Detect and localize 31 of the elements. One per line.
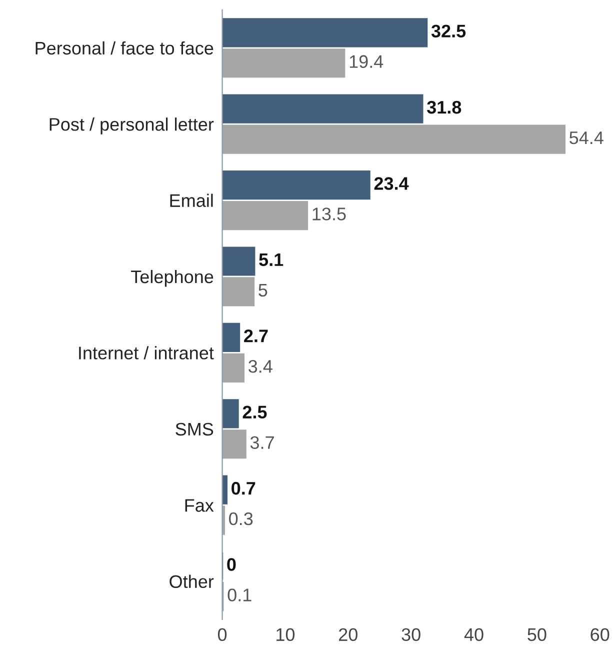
data-label: 0.3 [229, 512, 253, 526]
data-label: 3.7 [250, 436, 274, 449]
data-label: 19.4 [350, 55, 384, 68]
y-tick-label: Telephone [131, 270, 214, 287]
y-tick-label: Internet / intranet [79, 346, 214, 360]
data-label: 23.4 [374, 177, 409, 190]
x-tick-label: 50 [528, 628, 546, 641]
data-label: 2.5 [242, 406, 267, 418]
x-tick-label: 10 [276, 628, 295, 641]
data-label: 54.4 [570, 132, 604, 144]
y-tick-label: Fax [185, 499, 214, 512]
x-tick-label: 0 [218, 628, 227, 641]
data-label: 0.1 [228, 588, 252, 602]
data-label: 32.5 [431, 24, 466, 38]
data-label: 5.1 [259, 253, 284, 266]
y-tick-label: Personal / face to face [36, 41, 214, 55]
y-tick-label: Other [170, 574, 214, 588]
y-tick-label: Post / personal letter [50, 118, 214, 134]
data-label: 0 [227, 558, 236, 571]
y-tick-label: Email [170, 194, 213, 208]
data-label: 31.8 [426, 100, 462, 114]
data-label: 3.4 [248, 360, 272, 373]
y-tick-label: SMS [176, 422, 214, 436]
data-label: 5 [258, 284, 268, 297]
x-tick-label: 30 [402, 628, 420, 641]
x-tick-label: 60 [590, 628, 610, 641]
data-label: 0.7 [232, 482, 256, 495]
x-tick-label: 40 [464, 628, 484, 641]
data-label: 13.5 [312, 208, 346, 220]
x-tick-label: 20 [339, 628, 358, 641]
data-label: 2.7 [244, 330, 268, 342]
